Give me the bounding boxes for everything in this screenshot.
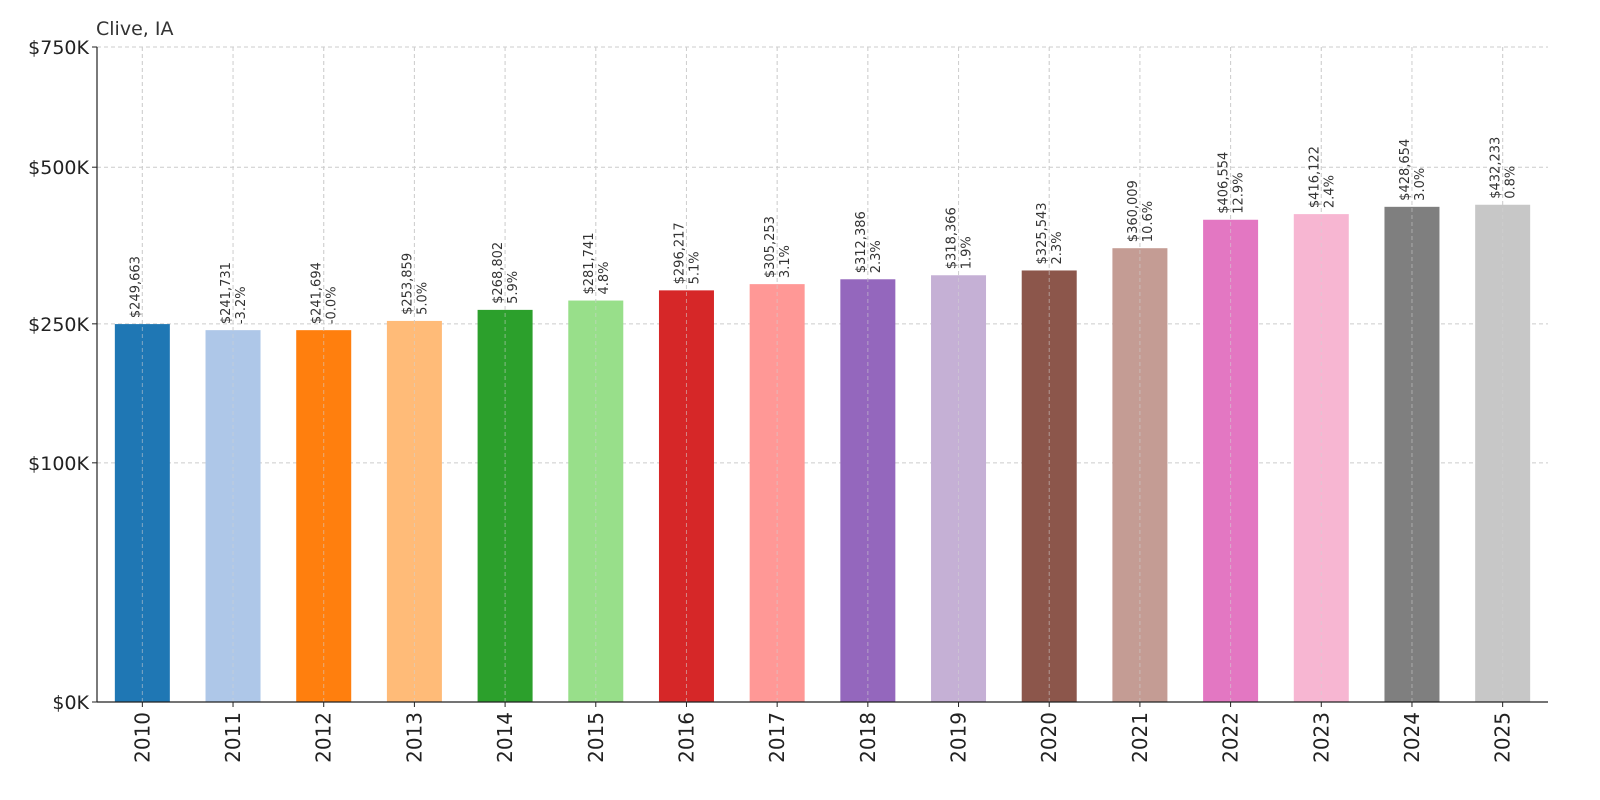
y-tick-label: $100K [28, 453, 89, 475]
change-label: -0.0% [325, 286, 340, 324]
change-label: 2.4% [1322, 175, 1337, 208]
data-label-group: $268,802 5.9% [491, 242, 521, 304]
x-tick-label: 2010 [130, 712, 154, 763]
value-label: $305,253 [763, 216, 778, 278]
data-label-group: $325,543 2.3% [1035, 202, 1065, 264]
bar-2015 [568, 300, 624, 702]
y-tick-label: $500K [28, 157, 89, 179]
value-label: $318,366 [945, 207, 960, 269]
x-tick-label: 2012 [312, 712, 336, 763]
data-label-group: $312,386 2.3% [854, 211, 884, 273]
value-label: $428,654 [1398, 139, 1413, 201]
change-label: 2.3% [1050, 231, 1065, 264]
value-label: $268,802 [491, 242, 506, 304]
value-label: $249,663 [128, 256, 143, 318]
x-tick-label-group: 2013 [402, 712, 426, 763]
data-label-group: $281,741 4.8% [582, 233, 612, 295]
change-label: 5.0% [415, 282, 430, 315]
x-tick-label-group: 2017 [765, 712, 789, 763]
data-label-group: $406,554 12.9% [1217, 152, 1247, 214]
data-label-group: $432,233 0.8% [1489, 137, 1519, 199]
data-label-group: $241,731 -3.2% [219, 262, 249, 324]
data-label-group: $305,253 3.1% [763, 216, 793, 278]
value-label: $416,122 [1307, 146, 1322, 208]
x-tick-label-group: 2012 [312, 712, 336, 763]
change-label: 1.9% [960, 236, 975, 269]
x-tick-label: 2016 [674, 712, 698, 763]
x-tick-label-group: 2011 [221, 712, 245, 763]
x-tick-label: 2022 [1219, 712, 1243, 763]
x-tick-label-group: 2020 [1037, 712, 1061, 763]
x-tick-label: 2014 [493, 712, 517, 763]
data-label-group: $360,009 10.6% [1126, 180, 1156, 242]
x-tick-label: 2024 [1400, 712, 1424, 763]
change-label: 3.1% [778, 245, 793, 278]
data-labels: $249,663 $241,731 -3.2% $241,694 -0.0% $253,8… [128, 137, 1518, 324]
x-tick-label-group: 2024 [1400, 712, 1424, 763]
x-tick-label-group: 2022 [1219, 712, 1243, 763]
x-tick-label-group: 2015 [584, 712, 608, 763]
change-label: 3.0% [1413, 168, 1428, 201]
x-tick-label: 2015 [584, 712, 608, 763]
change-label: 2.3% [869, 240, 884, 273]
y-tick-label: $0K [52, 692, 89, 714]
x-tick-label-group: 2010 [130, 712, 154, 763]
data-label-group: $253,859 5.0% [400, 253, 430, 315]
value-label: $325,543 [1035, 202, 1050, 264]
x-tick-label: 2021 [1128, 712, 1152, 763]
data-label-group: $296,217 5.1% [672, 222, 702, 284]
y-tick-label: $750K [28, 37, 89, 59]
axes: $0K $100K $250K $500K $750K 2010 2011 2012 2013 2… [28, 37, 1548, 763]
change-label: -3.2% [234, 286, 249, 324]
x-tick-label: 2020 [1037, 712, 1061, 763]
x-tick-label-group: 2014 [493, 712, 517, 763]
value-label: $253,859 [400, 253, 415, 315]
data-label-group: $249,663 [128, 256, 143, 318]
value-label: $241,731 [219, 262, 234, 324]
data-label-group: $428,654 3.0% [1398, 139, 1428, 201]
x-tick-label: 2019 [947, 712, 971, 763]
change-label: 10.6% [1141, 201, 1156, 242]
value-label: $360,009 [1126, 180, 1141, 242]
x-tick-label-group: 2016 [674, 712, 698, 763]
data-label-group: $318,366 1.9% [945, 207, 975, 269]
value-label: $432,233 [1489, 137, 1504, 199]
value-label: $281,741 [582, 233, 597, 295]
chart-title: Clive, IA [96, 18, 174, 40]
change-label: 12.9% [1232, 172, 1247, 213]
x-tick-label-group: 2018 [856, 712, 880, 763]
x-tick-label-group: 2021 [1128, 712, 1152, 763]
x-tick-label-group: 2019 [947, 712, 971, 763]
bar-2017 [749, 284, 805, 702]
x-tick-label: 2017 [765, 712, 789, 763]
change-label: 5.9% [506, 271, 521, 304]
value-label: $296,217 [672, 222, 687, 284]
x-tick-label-group: 2025 [1491, 712, 1515, 763]
x-tick-label: 2013 [402, 712, 426, 763]
x-tick-label: 2011 [221, 712, 245, 763]
value-label: $406,554 [1217, 152, 1232, 214]
change-label: 0.8% [1504, 166, 1519, 199]
bars [114, 47, 1531, 702]
bar-2010 [114, 324, 170, 702]
change-label: 4.8% [597, 262, 612, 295]
x-tick-label: 2018 [856, 712, 880, 763]
x-tick-label: 2023 [1309, 712, 1333, 763]
x-tick-label: 2025 [1491, 712, 1515, 763]
data-label-group: $416,122 2.4% [1307, 146, 1337, 208]
data-label-group: $241,694 -0.0% [310, 262, 340, 324]
x-tick-label-group: 2023 [1309, 712, 1333, 763]
value-label: $312,386 [854, 211, 869, 273]
y-tick-label: $250K [28, 314, 89, 336]
value-label: $241,694 [310, 262, 325, 324]
change-label: 5.1% [687, 251, 702, 284]
